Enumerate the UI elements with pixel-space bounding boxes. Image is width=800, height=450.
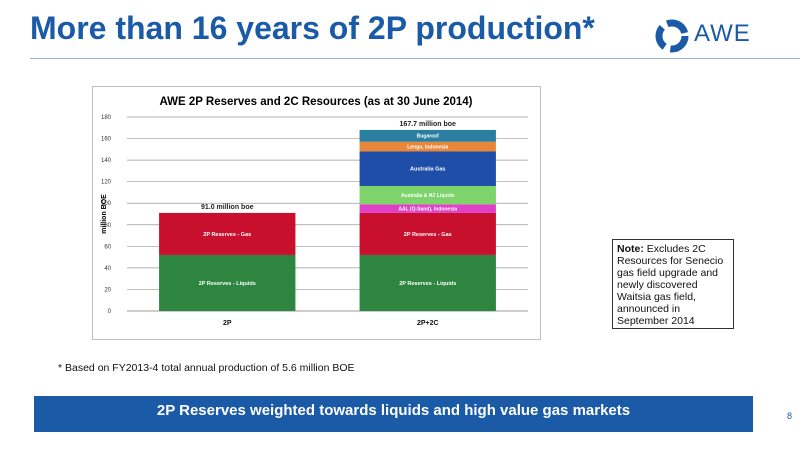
x-tick-label: 2P [223, 320, 232, 327]
bar-segment-label: Australia & NZ Liquids [401, 193, 455, 199]
note-label: Note: [617, 243, 644, 255]
bar-rect [159, 212, 296, 255]
bar-segment: AAL (Q-Sand), Indonesia [359, 204, 496, 213]
footnote: * Based on FY2013-4 total annual product… [58, 362, 355, 374]
bar-segment-label: AAL (Q-Sand), Indonesia [398, 206, 457, 212]
bar-rect [359, 185, 496, 205]
bar-segment: Bugaroof [359, 129, 496, 142]
bar-total-label: 167.7 million boe [400, 121, 457, 128]
bars-layer: 2P Reserves - Liquids 2P Reserves - Gas 2P… [159, 129, 496, 311]
bar-segment-label: Lengo, Indonesia [407, 144, 448, 150]
bar-rect [359, 151, 496, 186]
header-divider [30, 58, 800, 59]
bar-segment: 2P Reserves - Liquids [159, 254, 296, 311]
bar-segment-label: Bugaroof [417, 134, 440, 140]
bar-rect [359, 254, 496, 311]
page-title: More than 16 years of 2P production* [30, 10, 595, 46]
bar-rect [159, 254, 296, 311]
awe-logo-icon [655, 19, 689, 53]
bar-segment: Australia Gas [359, 151, 496, 186]
reserves-chart: AWE 2P Reserves and 2C Resources (as at … [101, 96, 528, 327]
awe-logo: AWE [652, 16, 792, 56]
bar-segment: 2P Reserves - Gas [159, 212, 296, 255]
summary-banner: 2P Reserves weighted towards liquids and… [34, 396, 753, 432]
y-tick-label: 180 [101, 115, 112, 121]
y-tick-label: 40 [104, 266, 111, 272]
y-tick-label: 20 [104, 287, 111, 293]
bar-segment-label: 2P Reserves - Liquids [199, 281, 256, 287]
bar-segment: 2P Reserves - Liquids [359, 254, 496, 311]
chart-title: AWE 2P Reserves and 2C Resources (as at … [159, 96, 472, 108]
note-box: Note: Excludes 2C Resources for Senecio … [612, 239, 734, 329]
bar-segment-label: 2P Reserves - Gas [404, 232, 452, 238]
y-tick-label: 60 [104, 244, 111, 250]
x-tick-label: 2P+2C [417, 320, 439, 327]
y-tick-label: 100 [101, 201, 112, 207]
chart-frame: AWE 2P Reserves and 2C Resources (as at … [92, 86, 541, 340]
bar-rect [359, 212, 496, 255]
bar-rect [359, 141, 496, 152]
bar-total-label: 91.0 million boe [201, 204, 254, 211]
y-ticks: 0 20 40 60 80 100 120 140 160 180 [101, 115, 112, 315]
y-tick-label: 80 [104, 223, 111, 229]
y-tick-label: 120 [101, 180, 112, 186]
bar-segment: Australia & NZ Liquids [359, 185, 496, 205]
bar-segment: Lengo, Indonesia [359, 141, 496, 152]
bar-rect [359, 129, 496, 142]
y-tick-label: 0 [108, 309, 112, 315]
bar-segment-label: 2P Reserves - Liquids [399, 281, 456, 287]
bar-segment-label: Australia Gas [410, 167, 445, 173]
y-tick-label: 140 [101, 158, 112, 164]
note-text: Excludes 2C Resources for Senecio gas fi… [617, 243, 724, 327]
logo-text: AWE [694, 20, 751, 47]
bar-rect [359, 204, 496, 213]
bar-segment: 2P Reserves - Gas [359, 212, 496, 255]
y-tick-label: 160 [101, 137, 112, 143]
bar-segment-label: 2P Reserves - Gas [203, 232, 251, 238]
category-labels: 91.0 million boe 2P 167.7 million boe 2P+2C [201, 121, 456, 327]
y-axis-label: million BOE [101, 194, 108, 234]
page-number: 8 [787, 411, 793, 421]
